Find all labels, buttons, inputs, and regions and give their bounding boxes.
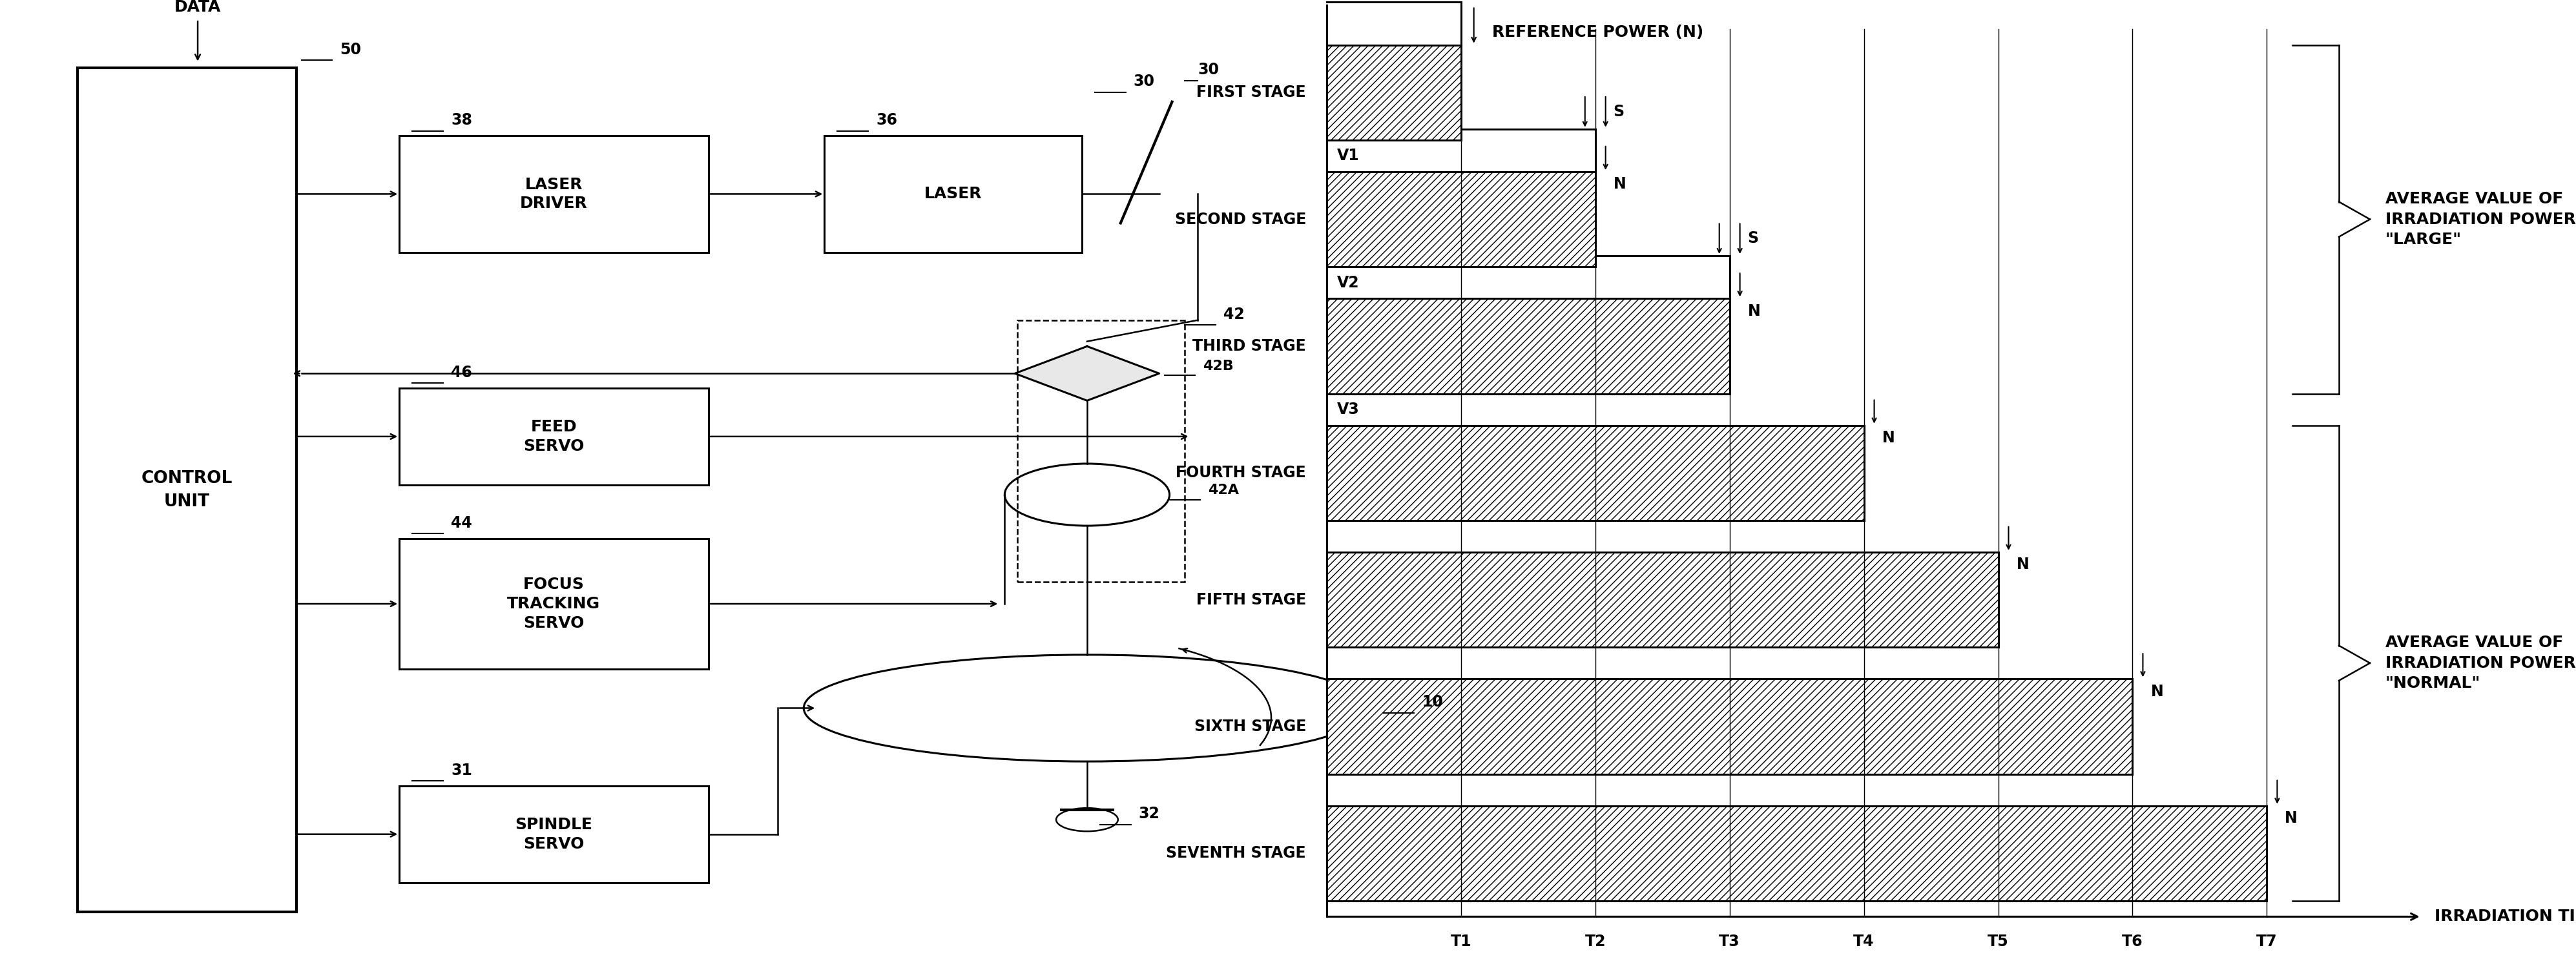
- Bar: [399, 388, 708, 485]
- Text: S: S: [1747, 231, 1759, 246]
- Text: T4: T4: [1852, 934, 1875, 950]
- Text: SIXTH STAGE: SIXTH STAGE: [1195, 719, 1306, 734]
- Bar: [399, 538, 708, 669]
- Bar: [824, 136, 1082, 252]
- Text: REFERENCE POWER (N): REFERENCE POWER (N): [1492, 24, 1703, 40]
- Text: V1: V1: [1337, 148, 1360, 164]
- Text: FOCUS
TRACKING
SERVO: FOCUS TRACKING SERVO: [507, 577, 600, 630]
- Text: T2: T2: [1584, 934, 1605, 950]
- Bar: [1327, 806, 2267, 901]
- Bar: [1327, 299, 1728, 394]
- Text: 46: 46: [451, 365, 471, 380]
- Text: T7: T7: [2257, 934, 2277, 950]
- Text: FOURTH STAGE: FOURTH STAGE: [1175, 466, 1306, 480]
- Text: AVERAGE VALUE OF
IRRADIATION POWER
"NORMAL": AVERAGE VALUE OF IRRADIATION POWER "NORM…: [2385, 635, 2576, 692]
- Text: SECOND STAGE: SECOND STAGE: [1175, 211, 1306, 227]
- Text: FEED
SERVO: FEED SERVO: [523, 419, 585, 454]
- Text: V3: V3: [1337, 402, 1360, 417]
- Text: CONTROL
UNIT: CONTROL UNIT: [142, 469, 232, 510]
- Text: N: N: [1747, 304, 1759, 319]
- Bar: [1018, 320, 1185, 582]
- Text: T5: T5: [1989, 934, 2009, 950]
- Text: DATA: DATA: [175, 0, 222, 15]
- Text: 44: 44: [451, 515, 471, 531]
- Text: 10: 10: [1422, 695, 1443, 710]
- Text: AVERAGE VALUE OF
IRRADIATION POWER
"LARGE": AVERAGE VALUE OF IRRADIATION POWER "LARG…: [2385, 191, 2576, 247]
- Text: LASER: LASER: [925, 186, 981, 202]
- Text: FIRST STAGE: FIRST STAGE: [1195, 84, 1306, 100]
- Text: 36: 36: [876, 113, 896, 128]
- Bar: [1327, 172, 1595, 267]
- Text: T1: T1: [1450, 934, 1471, 950]
- Text: V2: V2: [1337, 275, 1360, 290]
- Text: N: N: [1883, 430, 1896, 445]
- Text: LASER
DRIVER: LASER DRIVER: [520, 177, 587, 211]
- Text: 32: 32: [1139, 806, 1159, 822]
- Text: 30: 30: [1133, 74, 1154, 89]
- Text: 30: 30: [1198, 62, 1218, 78]
- Bar: [1327, 552, 1999, 647]
- Text: FIFTH STAGE: FIFTH STAGE: [1195, 592, 1306, 607]
- Text: THIRD STAGE: THIRD STAGE: [1193, 339, 1306, 354]
- Text: 50: 50: [340, 42, 361, 57]
- Bar: [1327, 425, 1865, 521]
- Text: 42B: 42B: [1203, 360, 1234, 372]
- Bar: [1327, 679, 2133, 774]
- Text: 42A: 42A: [1208, 484, 1239, 497]
- Polygon shape: [1015, 346, 1159, 401]
- Bar: [399, 786, 708, 883]
- Text: S: S: [1613, 104, 1625, 119]
- Text: 31: 31: [451, 762, 471, 778]
- Text: SEVENTH STAGE: SEVENTH STAGE: [1167, 846, 1306, 861]
- Text: 38: 38: [451, 113, 471, 128]
- Bar: [77, 68, 296, 912]
- Text: N: N: [1613, 177, 1625, 192]
- Text: IRRADIATION TIME: IRRADIATION TIME: [2434, 909, 2576, 924]
- Bar: [399, 136, 708, 252]
- Text: N: N: [2151, 684, 2164, 699]
- Text: N: N: [2285, 811, 2298, 826]
- Text: T3: T3: [1718, 934, 1741, 950]
- Bar: [1327, 45, 1461, 140]
- Text: SPINDLE
SERVO: SPINDLE SERVO: [515, 817, 592, 852]
- Text: T6: T6: [2123, 934, 2143, 950]
- Text: N: N: [2017, 557, 2030, 572]
- Text: 42: 42: [1224, 307, 1244, 322]
